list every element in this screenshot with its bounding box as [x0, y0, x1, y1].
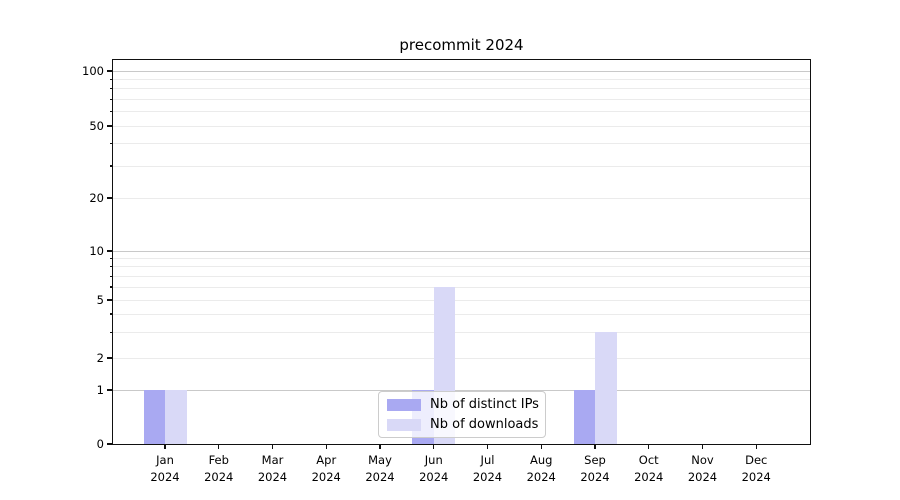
y-gridline-major: [113, 389, 810, 391]
y-gridline-minor: [113, 78, 810, 80]
y-tick-label: 100: [82, 64, 104, 78]
y-gridline-minor: [113, 266, 810, 268]
x-tick-label: Dec 2024: [741, 453, 771, 484]
y-gridline-minor: [113, 357, 810, 359]
y-gridline-minor: [113, 143, 810, 145]
x-tick-label: Jul 2024: [472, 453, 503, 484]
y-minor-tick-mark: [110, 313, 113, 315]
x-tick-mark: [164, 444, 166, 449]
y-minor-tick-mark: [110, 331, 113, 334]
legend-item-downloads: Nb of downloads: [387, 417, 539, 432]
y-gridline-minor: [113, 257, 810, 259]
y-gridline-minor: [113, 331, 810, 333]
y-tick-mark: [107, 70, 113, 72]
x-tick-mark: [540, 444, 542, 449]
y-gridline-major: [113, 70, 810, 72]
y-tick-mark: [107, 250, 113, 252]
y-gridline-minor: [113, 299, 810, 301]
y-tick-mark: [107, 443, 113, 445]
legend: Nb of distinct IPs Nb of downloads: [378, 391, 546, 438]
y-tick-label: 1: [96, 383, 104, 397]
x-tick-label: Oct 2024: [634, 453, 664, 484]
plot-frame: [112, 59, 811, 445]
bar-distinct-ips: [143, 390, 165, 444]
y-minor-tick-mark: [110, 110, 113, 113]
x-tick-mark: [701, 444, 704, 449]
y-minor-tick-mark: [110, 165, 113, 167]
y-tick-label: 50: [89, 119, 104, 133]
legend-swatch-downloads-icon: [387, 418, 421, 431]
legend-label-downloads: Nb of downloads: [430, 417, 539, 432]
x-tick-label: Feb 2024: [204, 453, 234, 484]
legend-swatch-distinct-ips-icon: [387, 398, 421, 411]
y-tick-mark: [107, 389, 113, 391]
y-tick-label: 2: [96, 351, 104, 365]
x-tick-mark: [648, 444, 650, 449]
x-tick-mark: [218, 444, 220, 449]
x-tick-label: Jan 2024: [150, 453, 180, 484]
y-minor-tick-mark: [110, 78, 113, 81]
y-tick-label: 0: [96, 437, 104, 451]
y-tick-label: 20: [89, 191, 104, 205]
x-tick-mark: [594, 444, 596, 449]
x-tick-mark: [486, 444, 489, 449]
x-tick-mark: [379, 444, 381, 449]
legend-item-distinct-ips: Nb of distinct IPs: [387, 397, 539, 412]
x-tick-label: Sep 2024: [580, 453, 610, 484]
y-minor-tick-mark: [110, 142, 113, 145]
y-minor-tick-mark: [110, 88, 113, 90]
bar-downloads: [595, 332, 617, 444]
y-tick-mark: [107, 357, 113, 359]
legend-label-distinct-ips: Nb of distinct IPs: [430, 397, 539, 412]
x-tick-label: Apr 2024: [311, 453, 341, 484]
x-tick-mark: [433, 444, 435, 449]
y-gridline-minor: [113, 165, 810, 167]
x-tick-label: Jun 2024: [419, 453, 449, 484]
y-tick-mark: [107, 299, 113, 301]
y-gridline-minor: [113, 125, 810, 127]
y-tick-label: 5: [96, 293, 104, 307]
y-gridline-minor: [113, 313, 810, 315]
x-tick-label: Nov 2024: [687, 453, 718, 484]
x-tick-mark: [325, 444, 327, 449]
y-minor-tick-mark: [110, 266, 113, 268]
y-gridline-major: [113, 250, 810, 252]
y-gridline-minor: [113, 98, 810, 100]
y-gridline-minor: [113, 286, 810, 288]
x-tick-label: May 2024: [365, 453, 395, 484]
y-tick-label: 10: [89, 244, 104, 258]
y-tick-mark: [107, 197, 113, 199]
x-tick-mark: [271, 444, 274, 449]
y-tick-mark: [107, 125, 113, 127]
bar-downloads: [165, 390, 187, 444]
y-minor-tick-mark: [110, 275, 113, 277]
y-gridline-minor: [113, 88, 810, 90]
y-gridline-minor: [113, 275, 810, 277]
chart-title: precommit 2024: [399, 36, 524, 54]
y-minor-tick-mark: [110, 286, 113, 288]
x-tick-label: Aug 2024: [526, 453, 556, 484]
x-tick-label: Mar 2024: [257, 453, 288, 484]
y-minor-tick-mark: [110, 257, 113, 260]
x-tick-mark: [755, 444, 757, 449]
y-gridline-minor: [113, 111, 810, 113]
y-minor-tick-mark: [110, 98, 113, 100]
y-gridline-minor: [113, 197, 810, 199]
bar-distinct-ips: [573, 390, 595, 444]
